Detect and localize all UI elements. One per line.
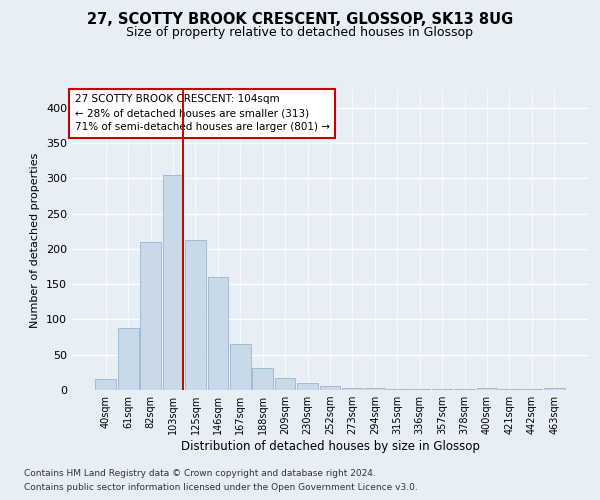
Y-axis label: Number of detached properties: Number of detached properties bbox=[31, 152, 40, 328]
Text: Contains public sector information licensed under the Open Government Licence v3: Contains public sector information licen… bbox=[24, 484, 418, 492]
Bar bbox=[230, 344, 251, 390]
Bar bbox=[118, 328, 139, 390]
Bar bbox=[476, 388, 497, 390]
Bar bbox=[185, 240, 206, 390]
Bar bbox=[320, 386, 340, 390]
Bar bbox=[163, 174, 184, 390]
Bar bbox=[208, 277, 228, 390]
Bar bbox=[432, 388, 452, 390]
Bar bbox=[140, 242, 161, 390]
Text: Contains HM Land Registry data © Crown copyright and database right 2024.: Contains HM Land Registry data © Crown c… bbox=[24, 468, 376, 477]
Bar bbox=[387, 388, 407, 390]
Bar bbox=[297, 383, 318, 390]
Text: 27, SCOTTY BROOK CRESCENT, GLOSSOP, SK13 8UG: 27, SCOTTY BROOK CRESCENT, GLOSSOP, SK13… bbox=[87, 12, 513, 28]
Bar bbox=[95, 380, 116, 390]
Bar bbox=[544, 388, 565, 390]
Text: Size of property relative to detached houses in Glossop: Size of property relative to detached ho… bbox=[127, 26, 473, 39]
X-axis label: Distribution of detached houses by size in Glossop: Distribution of detached houses by size … bbox=[181, 440, 479, 453]
Bar bbox=[521, 388, 542, 390]
Bar bbox=[365, 388, 385, 390]
Bar bbox=[253, 368, 273, 390]
Text: 27 SCOTTY BROOK CRESCENT: 104sqm
← 28% of detached houses are smaller (313)
71% : 27 SCOTTY BROOK CRESCENT: 104sqm ← 28% o… bbox=[74, 94, 329, 132]
Bar bbox=[342, 388, 363, 390]
Bar bbox=[275, 378, 295, 390]
